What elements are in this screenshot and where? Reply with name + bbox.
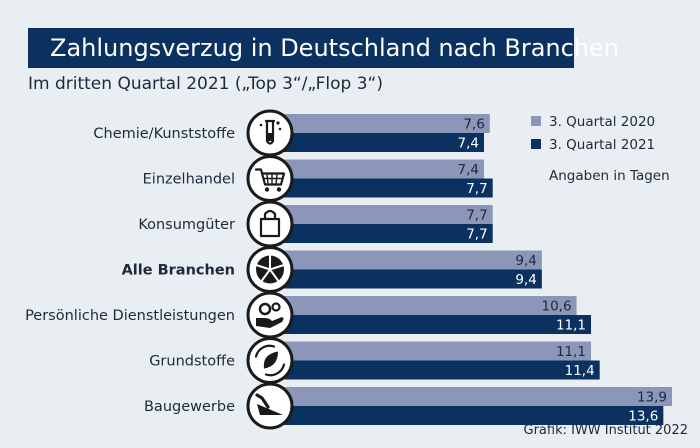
data-label: 11,1	[556, 344, 586, 360]
leaf-cycle-icon	[246, 337, 294, 384]
bar-2020	[270, 205, 493, 224]
category-row: 9,4 9,4 Alle Branchen	[122, 246, 542, 293]
data-label: 7,7	[466, 208, 487, 224]
legend-label: 3. Quartal 2021	[549, 137, 655, 153]
bar-2020	[270, 250, 542, 270]
data-label: 7,7	[466, 227, 487, 243]
data-label: 13,6	[628, 409, 658, 425]
data-label: 7,6	[463, 117, 484, 133]
bar-2021	[270, 360, 600, 380]
category-label: Chemie/Kunststoffe	[93, 126, 235, 142]
source-credit: Grafik: IWW Institut 2022	[523, 423, 689, 438]
legend-swatch	[531, 139, 541, 149]
data-label: 7,4	[458, 162, 479, 178]
data-label: 10,6	[541, 299, 571, 315]
legend: 3. Quartal 2020 3. Quartal 2021 Angaben in…	[531, 114, 670, 184]
category-label: Grundstoffe	[149, 354, 235, 370]
category-row: 7,7 7,7 Konsumgüter	[138, 200, 493, 248]
data-label: 9,4	[515, 272, 536, 288]
data-label: 7,7	[466, 181, 487, 197]
bar-2020	[270, 341, 592, 361]
bar-2020	[270, 114, 490, 133]
legend-swatch	[531, 116, 541, 126]
category-label: Persönliche Dienstleistungen	[25, 308, 235, 324]
chart-subtitle: Im dritten Quartal 2021 („Top 3“/„Flop 3…	[28, 74, 383, 94]
flask-icon	[246, 109, 294, 157]
category-label: Einzelhandel	[143, 172, 235, 188]
category-row: 7,4 7,7 Einzelhandel	[143, 155, 493, 202]
data-label: 13,9	[637, 390, 667, 406]
bar-2021	[270, 178, 493, 198]
category-row: 13,9 13,6 Baugewerbe	[144, 382, 672, 430]
legend-label: 3. Quartal 2020	[549, 114, 655, 130]
bar-2020	[270, 387, 672, 406]
pie-chart-icon	[246, 246, 294, 293]
chart-title: Zahlungsverzug in Deutschland nach Branc…	[28, 28, 619, 68]
bar-2021	[270, 406, 664, 425]
shopping-bag-icon	[246, 200, 294, 248]
data-label: 7,4	[458, 136, 479, 152]
bar-2021	[270, 315, 592, 334]
bar-2021	[270, 224, 493, 243]
data-label: 11,4	[565, 363, 595, 379]
gears-hand-icon	[246, 291, 294, 339]
trowel-icon	[246, 382, 294, 430]
data-label: 9,4	[515, 253, 536, 269]
bar-2021	[270, 269, 542, 289]
category-label: Konsumgüter	[138, 217, 235, 233]
unit-note: Angaben in Tagen	[549, 168, 670, 184]
bar-2020	[270, 296, 577, 315]
category-row: 11,1 11,4 Grundstoffe	[149, 337, 600, 384]
category-label: Alle Branchen	[122, 263, 235, 279]
shopping-cart-icon	[246, 155, 294, 202]
category-row: 7,6 7,4 Chemie/Kunststoffe	[93, 109, 490, 157]
data-label: 11,1	[556, 318, 586, 334]
bar-2020	[270, 159, 485, 179]
bar-2021	[270, 133, 485, 152]
category-row: 10,6 11,1 Persönliche Dienstleistungen	[25, 291, 592, 339]
category-label: Baugewerbe	[144, 399, 235, 415]
